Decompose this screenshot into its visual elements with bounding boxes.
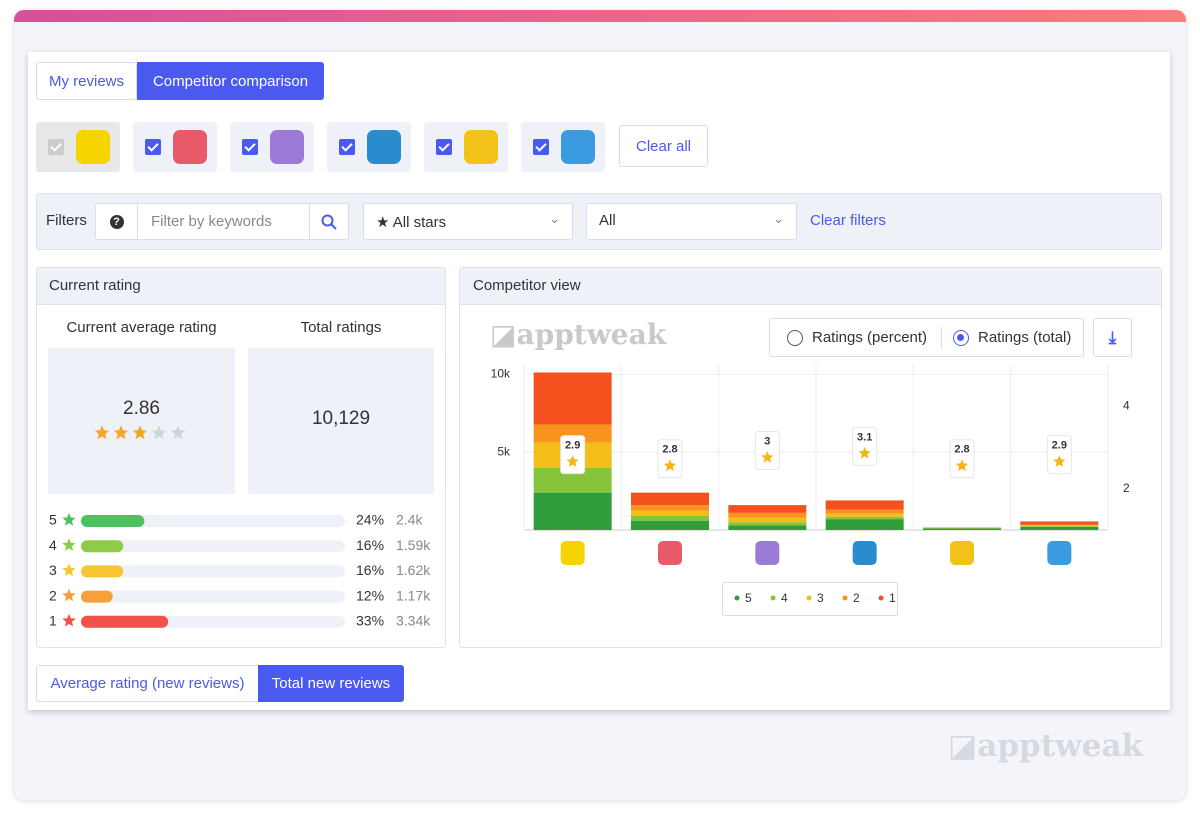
app-icon xyxy=(561,130,595,164)
stat-label: Total ratings xyxy=(300,319,382,336)
bottom-tab-active[interactable]: Total new reviews xyxy=(258,665,404,702)
radio-group: Ratings (percent) Ratings (total) xyxy=(769,318,1084,357)
filter-label: Filters xyxy=(46,212,87,229)
card-header xyxy=(460,268,1161,305)
radio-dot xyxy=(957,334,964,341)
select-text: All stars xyxy=(392,214,447,231)
help-button[interactable]: ? xyxy=(95,203,138,240)
watermark: ◪apptweak xyxy=(490,318,667,351)
app-chip[interactable] xyxy=(230,122,314,172)
checkbox[interactable] xyxy=(145,139,161,155)
bottom-tab[interactable]: Average rating (new reviews) xyxy=(36,665,259,702)
app-chip[interactable] xyxy=(133,122,217,172)
chart-title: Competitor view xyxy=(473,277,581,294)
app-chip[interactable] xyxy=(521,122,605,172)
total-ratings: 10,129 xyxy=(311,408,371,429)
stat-label: Current average rating xyxy=(66,319,217,336)
checkbox[interactable] xyxy=(436,139,452,155)
app-icon xyxy=(464,130,498,164)
checkbox[interactable] xyxy=(48,139,64,155)
app-chip[interactable] xyxy=(424,122,508,172)
scope-select[interactable]: All ⌄ xyxy=(586,203,797,240)
chevron: ⌄ xyxy=(549,211,560,226)
average-rating: 2.86 xyxy=(123,398,160,419)
app-icon xyxy=(270,130,304,164)
competitor-card xyxy=(459,267,1162,648)
help-icon: ? xyxy=(109,214,124,229)
app-chip[interactable] xyxy=(36,122,120,172)
checkbox[interactable] xyxy=(533,139,549,155)
radio-label[interactable]: Ratings (total) xyxy=(978,329,1072,346)
radio[interactable] xyxy=(787,330,803,346)
app-icon xyxy=(173,130,207,164)
clear-all-button[interactable]: Clear all xyxy=(619,125,708,167)
app-chip[interactable] xyxy=(327,122,411,172)
stars-select[interactable]: ★ All stars ⌄ xyxy=(363,203,573,240)
top-strip xyxy=(14,10,1186,22)
radio-checked[interactable] xyxy=(953,330,969,346)
select-label: ★ All stars xyxy=(376,214,447,231)
divider xyxy=(941,327,942,349)
app-icon xyxy=(367,130,401,164)
chevron: ⌄ xyxy=(773,211,784,226)
radio-label[interactable]: Ratings (percent) xyxy=(812,329,928,346)
tab-active[interactable]: Competitor comparison xyxy=(137,62,324,100)
clear-filters-link[interactable]: Clear filters xyxy=(810,212,886,229)
watermark-text: apptweak xyxy=(516,318,667,351)
tab[interactable]: My reviews xyxy=(36,62,137,100)
stat-box xyxy=(248,348,434,494)
select-text: All xyxy=(599,212,616,229)
card-title: Current rating xyxy=(49,277,141,294)
watermark: ◪apptweak xyxy=(948,728,1144,764)
keyword-input[interactable]: Filter by keywords xyxy=(137,203,310,240)
download-button[interactable]: ⤓ xyxy=(1093,318,1132,357)
card-header xyxy=(37,268,445,305)
search-button[interactable] xyxy=(309,203,349,240)
checkbox[interactable] xyxy=(242,139,258,155)
current-rating-card xyxy=(36,267,446,648)
checkbox[interactable] xyxy=(339,139,355,155)
watermark-text: apptweak xyxy=(977,728,1144,764)
legend-box xyxy=(722,582,898,616)
app-icon xyxy=(76,130,110,164)
search-icon xyxy=(321,214,337,230)
stat-box xyxy=(48,348,235,494)
